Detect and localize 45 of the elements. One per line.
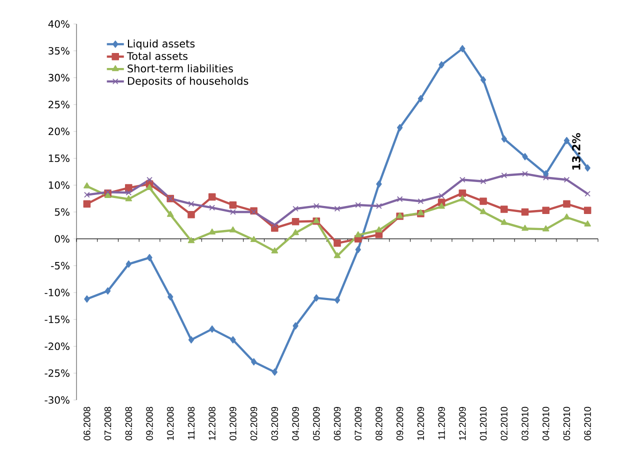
x-tick-label: 01.2010 [480,406,487,440]
x-tick-label: 05.2009 [313,406,320,440]
x-tick-label: 04.2009 [292,406,299,440]
y-tick-label: -30% [44,396,70,404]
x-tick-label: 07.2009 [354,406,362,440]
y-tick-label: -10% [44,288,70,296]
x-tick-label: 06.2008 [84,406,90,440]
legend-label: Liquid assets [128,39,195,50]
y-tick-label: 30% [48,74,70,82]
x-tick-label: 12.2008 [208,406,216,440]
x-tick-label: 09.2009 [396,406,404,440]
legend-label: Total assets [126,52,188,60]
y-tick-label: -25% [44,369,70,377]
x-tick-label: 06.2009 [334,406,341,440]
x-tick-label: 11.2008 [188,406,195,440]
annotation: 13.2% [572,133,580,170]
x-tick-label: 01.2009 [230,406,236,440]
legend-label: Deposits of households [128,76,248,87]
x-tick-label: 04.2010 [542,406,550,440]
y-tick-label: 40% [48,20,70,28]
x-tick-label: 10.2009 [417,406,424,440]
x-tick-label: 11.2009 [438,406,445,440]
y-tick-label: 10% [48,181,70,189]
legend-label: Short-term liabilities [128,64,233,72]
x-tick-label: 12.2009 [459,406,466,440]
x-tick-label: 08.2008 [125,406,132,440]
x-tick-label: 03.2009 [271,406,278,440]
y-tick-label: 5% [54,208,70,216]
x-tick-label: 02.2009 [250,406,258,440]
y-tick-label: -5% [51,262,70,270]
x-tick-label: 05.2010 [563,406,570,440]
y-tick-label: 25% [48,100,70,108]
x-tick-label: 02.2010 [500,406,508,440]
y-tick-label: 20% [48,128,70,136]
x-tick-label: 09.2008 [146,406,153,440]
y-tick-label: -15% [44,316,70,324]
x-tick-label: 03.2010 [522,406,528,440]
y-tick-label: -20% [44,342,70,350]
x-tick-label: 08.2009 [376,406,382,440]
y-tick-label: 15% [48,154,70,162]
x-tick-label: 07.2008 [104,406,112,440]
y-tick-label: 0% [54,235,70,243]
x-tick-label: 10.2008 [167,406,174,440]
x-tick-label: 06.2010 [584,406,591,440]
y-tick-label: 35% [48,47,70,55]
